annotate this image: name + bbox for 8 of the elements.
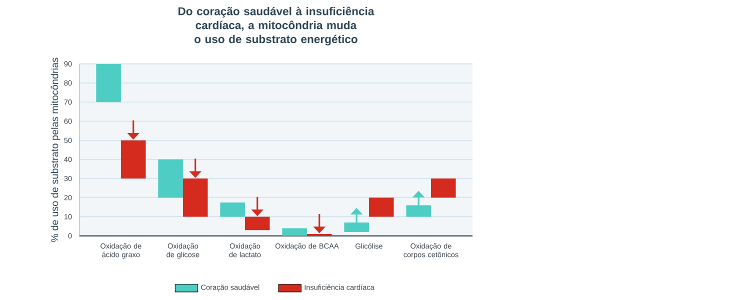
bar: [158, 159, 183, 198]
bar: [220, 202, 245, 217]
y-axis-title: % de uso de substrato pelas mitocôndrias: [50, 58, 60, 242]
chart-title: Do coração saudável à insuficiência cardíaca, a mitocôndria muda o uso de substrato energético: [178, 6, 374, 46]
bar: [96, 64, 121, 102]
bar: [368, 198, 394, 217]
bar: [430, 178, 456, 198]
bar: [282, 228, 307, 236]
